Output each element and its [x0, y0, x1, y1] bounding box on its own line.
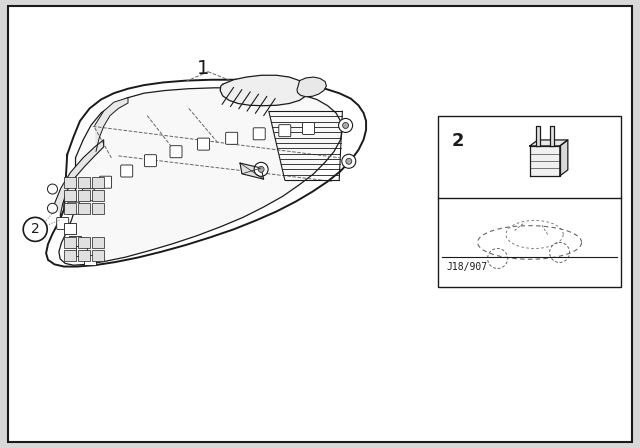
Polygon shape — [95, 98, 128, 151]
Bar — [92, 190, 104, 201]
Bar — [438, 116, 621, 287]
FancyBboxPatch shape — [83, 189, 94, 201]
FancyBboxPatch shape — [100, 176, 111, 188]
Polygon shape — [550, 126, 554, 146]
Polygon shape — [240, 163, 264, 179]
Polygon shape — [297, 77, 326, 97]
FancyBboxPatch shape — [170, 146, 182, 158]
Polygon shape — [560, 140, 568, 176]
Bar — [64, 190, 76, 201]
Bar — [69, 236, 81, 246]
Bar — [64, 223, 76, 234]
Bar — [92, 250, 104, 261]
Polygon shape — [59, 88, 342, 265]
Polygon shape — [220, 75, 308, 106]
Text: 1: 1 — [197, 59, 210, 78]
Circle shape — [258, 166, 264, 172]
Polygon shape — [536, 126, 540, 146]
FancyBboxPatch shape — [279, 125, 291, 137]
Bar — [64, 250, 76, 261]
Polygon shape — [54, 140, 104, 216]
FancyBboxPatch shape — [57, 217, 68, 229]
Text: J18/907: J18/907 — [447, 262, 488, 272]
Polygon shape — [530, 140, 568, 146]
Bar — [78, 250, 90, 261]
Circle shape — [47, 184, 58, 194]
Circle shape — [254, 162, 268, 177]
Bar — [78, 177, 90, 188]
FancyBboxPatch shape — [121, 165, 132, 177]
Bar — [78, 237, 90, 248]
FancyBboxPatch shape — [226, 132, 237, 144]
FancyBboxPatch shape — [303, 122, 314, 134]
Bar — [78, 203, 90, 214]
Bar — [92, 203, 104, 214]
Polygon shape — [530, 146, 560, 176]
Text: 2: 2 — [31, 222, 40, 237]
Bar — [76, 246, 87, 256]
Polygon shape — [46, 80, 366, 267]
Bar — [78, 190, 90, 201]
Circle shape — [342, 122, 349, 129]
Bar — [64, 203, 76, 214]
Text: 2: 2 — [451, 132, 464, 150]
Bar — [64, 237, 76, 248]
Bar — [92, 177, 104, 188]
FancyBboxPatch shape — [68, 202, 79, 214]
FancyBboxPatch shape — [198, 138, 209, 150]
Circle shape — [342, 154, 356, 168]
FancyBboxPatch shape — [145, 155, 156, 167]
Bar — [64, 177, 76, 188]
Bar — [84, 255, 96, 265]
Circle shape — [339, 118, 353, 133]
Circle shape — [23, 217, 47, 241]
FancyBboxPatch shape — [253, 128, 265, 140]
Bar — [92, 237, 104, 248]
Circle shape — [346, 158, 352, 164]
Circle shape — [47, 203, 58, 213]
